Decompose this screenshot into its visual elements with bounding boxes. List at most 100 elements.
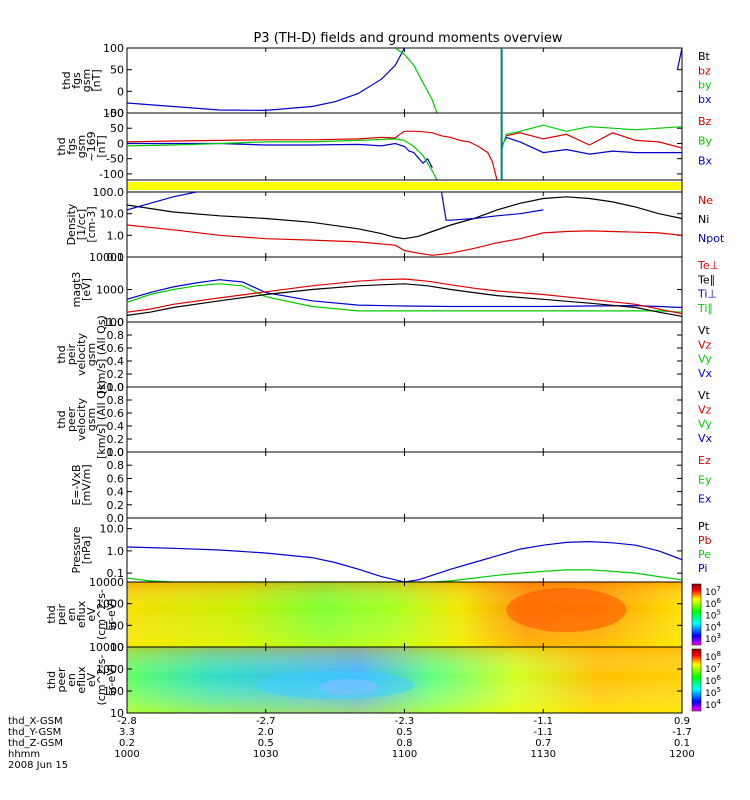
panel-peir-spec: 10710610510410310000100010010thdpeirenef…: [45, 576, 721, 654]
legend-By: By: [698, 135, 713, 148]
x-axis-value: -2.8: [117, 716, 137, 727]
legend-Ni: Ni: [698, 213, 709, 226]
x-axis-value: 0.8: [397, 738, 413, 749]
legend-Pi: Pi: [698, 562, 707, 575]
y-axis-label: [1/cc]: [75, 209, 88, 240]
y-tick-label: 0.4: [107, 420, 125, 433]
y-tick-label: 0.6: [107, 472, 125, 485]
colorbar: [691, 648, 702, 712]
status-bar: [127, 182, 682, 190]
series-By: [127, 124, 682, 180]
y-tick-label: 100.0: [93, 186, 125, 199]
legend-Pb: Pb: [698, 534, 712, 547]
x-axis-value: 0.5: [397, 727, 413, 738]
flux-minimum-core: [319, 679, 379, 695]
y-tick-label: 0.2: [107, 433, 125, 446]
legend-Ex: Ex: [698, 493, 712, 506]
y-tick-label: 0.6: [107, 407, 125, 420]
y-tick-label: 0.6: [107, 342, 125, 355]
flux-peak: [506, 588, 627, 632]
y-axis-label: [km/s] (All Qs): [95, 315, 108, 394]
colorbar-label: 104: [705, 698, 721, 711]
y-axis-label: [nPa]: [80, 536, 93, 564]
legend-Vz: Vz: [698, 338, 712, 351]
legend-Vy: Vy: [698, 353, 712, 366]
y-tick-label: 0.4: [107, 486, 125, 499]
series-by: [394, 48, 438, 113]
y-axis-label: gsm: [85, 408, 98, 431]
x-axis-value: 1030: [253, 749, 278, 760]
figure-title: P3 (TH-D) fields and ground moments over…: [253, 31, 562, 46]
legend-Vy: Vy: [698, 418, 712, 431]
series-Bz: [127, 130, 682, 180]
legend-bz: bz: [698, 64, 711, 77]
y-tick-label: 1000: [96, 663, 124, 676]
y-tick-label: 10000: [89, 251, 124, 264]
panel-frame: [126, 386, 683, 453]
y-tick-label: 50: [110, 122, 124, 135]
y-axis-label: thd: [55, 137, 68, 155]
series-Npot: [127, 192, 544, 221]
y-axis-label: gsm: [75, 135, 88, 158]
panel-peer-vel: 1.00.80.60.40.20.0thdpeervelocitygsm[km/…: [55, 380, 713, 459]
x-axis-value: 1130: [531, 749, 556, 760]
x-axis-value: -2.7: [256, 716, 276, 727]
y-tick-label: 0.1: [107, 567, 125, 580]
x-axis-value: 0.9: [674, 716, 690, 727]
y-tick-label: 1000: [96, 284, 124, 297]
x-axis-value: 2.0: [258, 727, 274, 738]
y-axis-label: thd: [45, 605, 58, 623]
y-tick-label: 0.8: [107, 394, 125, 407]
panel-peir-vel: 1.00.80.60.40.20.0thdpeirvelocitygsm[km/…: [55, 315, 713, 394]
y-tick-label: 0.0: [107, 512, 125, 525]
y-tick-label: 50: [110, 64, 124, 77]
series-Ti∥: [127, 283, 682, 313]
y-tick-label: 100: [103, 619, 124, 632]
panel-frame: [126, 47, 683, 114]
y-axis-label: eflux: [75, 666, 88, 694]
y-tick-label: 1.0: [107, 316, 125, 329]
x-axis-value: 1000: [114, 749, 139, 760]
x-axis-value: -1.1: [533, 716, 553, 727]
series-Pi: [127, 540, 682, 582]
y-tick-label: -100: [99, 168, 124, 181]
y-axis-label: (cm^2-s-: [95, 589, 108, 640]
y-axis-label: [nT]: [90, 69, 103, 91]
y-tick-label: 0: [117, 85, 124, 98]
y-axis-label: eV: [85, 672, 98, 687]
legend-Te⊥: Te⊥: [697, 259, 719, 272]
y-tick-label: 0.8: [107, 459, 125, 472]
y-axis-label: eV: [85, 607, 98, 622]
x-axis-value: 3.3: [119, 727, 135, 738]
y-axis-label: [cm-3]: [85, 206, 98, 242]
y-tick-label: 1.0: [107, 545, 125, 558]
y-axis-label: thd: [45, 671, 58, 689]
y-tick-label: 1.0: [107, 446, 125, 459]
y-tick-label: 10.0: [100, 523, 125, 536]
x-row-label: hhmm: [8, 749, 40, 760]
y-tick-label: -50: [106, 107, 124, 120]
legend-Ti⊥: Ti⊥: [697, 288, 717, 301]
y-tick-label: 10.0: [100, 208, 125, 221]
panel-peer-spec: 10810710610510410000100010010thdpeerenef…: [45, 641, 721, 720]
panel-mag: 10000 1000 100 magt3[eV] Te⊥Te∥ Ti⊥Ti∥: [70, 251, 719, 329]
y-axis-label: en: [65, 608, 78, 622]
y-axis-label: peer: [55, 667, 68, 693]
y-axis-label: thd: [60, 71, 73, 89]
y-axis-label: gsm: [80, 69, 93, 92]
y-tick-label: 10000: [89, 641, 124, 654]
y-axis-label: peir: [65, 343, 78, 365]
series-Te⊥: [127, 278, 682, 315]
legend-Vt: Vt: [698, 324, 711, 337]
series-Pe: [127, 569, 682, 582]
legend-Vx: Vx: [698, 432, 713, 445]
y-tick-label: 0.8: [107, 329, 125, 342]
legend-Bt: Bt: [698, 50, 711, 63]
x-row-label: 2008 Jun 15: [8, 760, 68, 771]
y-axis-label: sr-eV): [105, 664, 118, 696]
legend-Npot: Npot: [698, 232, 725, 245]
y-tick-label: 0.0: [107, 446, 125, 459]
series-Ne: [127, 224, 682, 256]
x-axis-value: 0.5: [258, 738, 274, 749]
